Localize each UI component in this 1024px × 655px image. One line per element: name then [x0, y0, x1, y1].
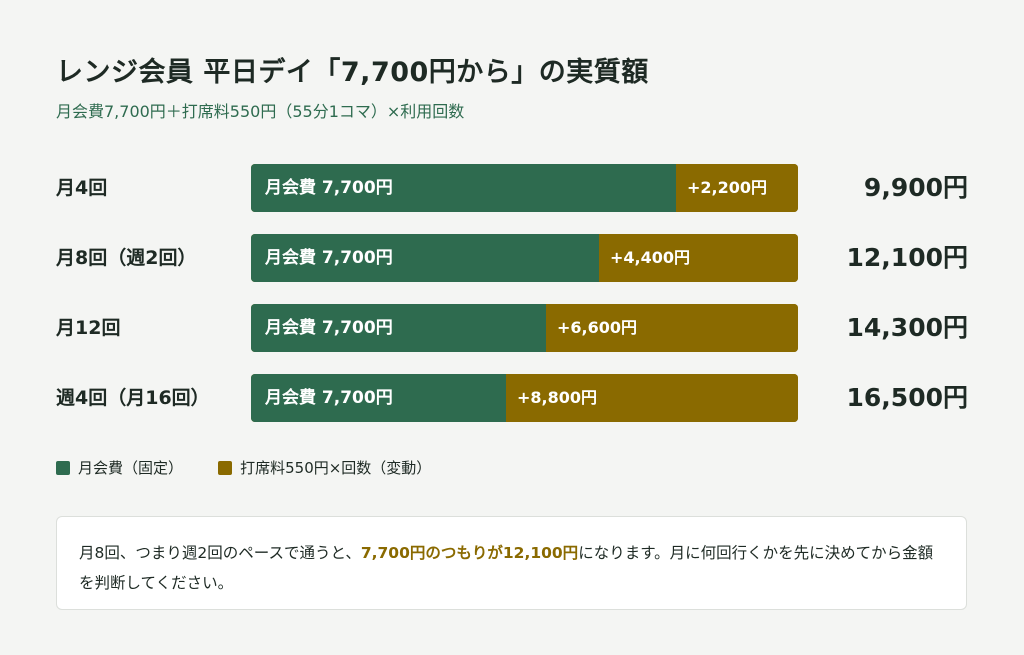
- bar-label-fixed: 月会費 7,700円: [265, 318, 393, 338]
- legend-swatch-fixed: [56, 460, 70, 475]
- legend-item-variable: 打席料550円×回数（変動）: [218, 457, 431, 478]
- bar-label-fixed: 月会費 7,700円: [265, 388, 393, 408]
- total-label: 9,900円: [863, 173, 968, 202]
- stacked-bar: 月会費 7,700円 +8,800円: [251, 374, 798, 422]
- bar-label-variable: +8,800円: [517, 388, 598, 407]
- category-label: 月4回: [56, 177, 108, 199]
- total-label: 16,500円: [846, 383, 968, 412]
- chart-title: レンジ会員 平日デイ「7,700円から」の実質額: [56, 57, 649, 88]
- legend-label-fixed: 月会費（固定）: [78, 459, 184, 477]
- bar-segment-variable: [506, 374, 798, 422]
- bar-label-fixed: 月会費 7,700円: [265, 248, 393, 268]
- bar-row: 月4回 月会費 7,700円 +2,200円 9,900円: [0, 164, 1024, 212]
- bar-segment-fixed: [251, 164, 676, 212]
- bar-label-variable: +6,600円: [557, 318, 638, 337]
- bar-label-variable: +4,400円: [610, 248, 691, 267]
- bar-label-variable: +2,200円: [687, 178, 768, 197]
- bar-row: 週4回（月16回） 月会費 7,700円 +8,800円 16,500円: [0, 374, 1024, 422]
- bar-row: 月12回 月会費 7,700円 +6,600円 14,300円: [0, 304, 1024, 352]
- total-label: 12,100円: [846, 243, 968, 272]
- note-highlight: 7,700円のつもりが12,100円: [360, 544, 579, 562]
- category-label: 月12回: [56, 317, 121, 339]
- category-label: 週4回（月16回）: [56, 387, 210, 409]
- chart-subtitle: 月会費7,700円＋打席料550円（55分1コマ）×利用回数: [56, 102, 465, 121]
- bar-segment-fixed: [251, 374, 506, 422]
- legend-swatch-variable: [218, 460, 233, 475]
- legend-item-fixed: 月会費（固定）: [56, 457, 183, 478]
- stacked-bar: 月会費 7,700円 +4,400円: [251, 234, 798, 282]
- bar-segment-variable: [676, 164, 798, 212]
- bar-segment-variable: [546, 304, 798, 352]
- bar-segment-fixed: [251, 234, 599, 282]
- bar-segment-fixed: [251, 304, 546, 352]
- note-text-before: 月8回、つまり週2回のペースで通うと、: [79, 544, 361, 562]
- note-text-after: になります。月に何回行くかを先に決めてから金額を判断してください。: [79, 544, 934, 592]
- legend: 月会費（固定） 打席料550円×回数（変動）: [56, 457, 461, 477]
- note-box: 月8回、つまり週2回のペースで通うと、7,700円のつもりが12,100円になり…: [56, 516, 967, 610]
- bar-segment-variable: [599, 234, 798, 282]
- bar-row: 月8回（週2回） 月会費 7,700円 +4,400円 12,100円: [0, 234, 1024, 282]
- stacked-bar: 月会費 7,700円 +2,200円: [251, 164, 798, 212]
- bar-label-fixed: 月会費 7,700円: [265, 178, 393, 198]
- category-label: 月8回（週2回）: [56, 247, 197, 269]
- legend-label-variable: 打席料550円×回数（変動）: [240, 459, 432, 477]
- total-label: 14,300円: [846, 313, 968, 342]
- stacked-bar: 月会費 7,700円 +6,600円: [251, 304, 798, 352]
